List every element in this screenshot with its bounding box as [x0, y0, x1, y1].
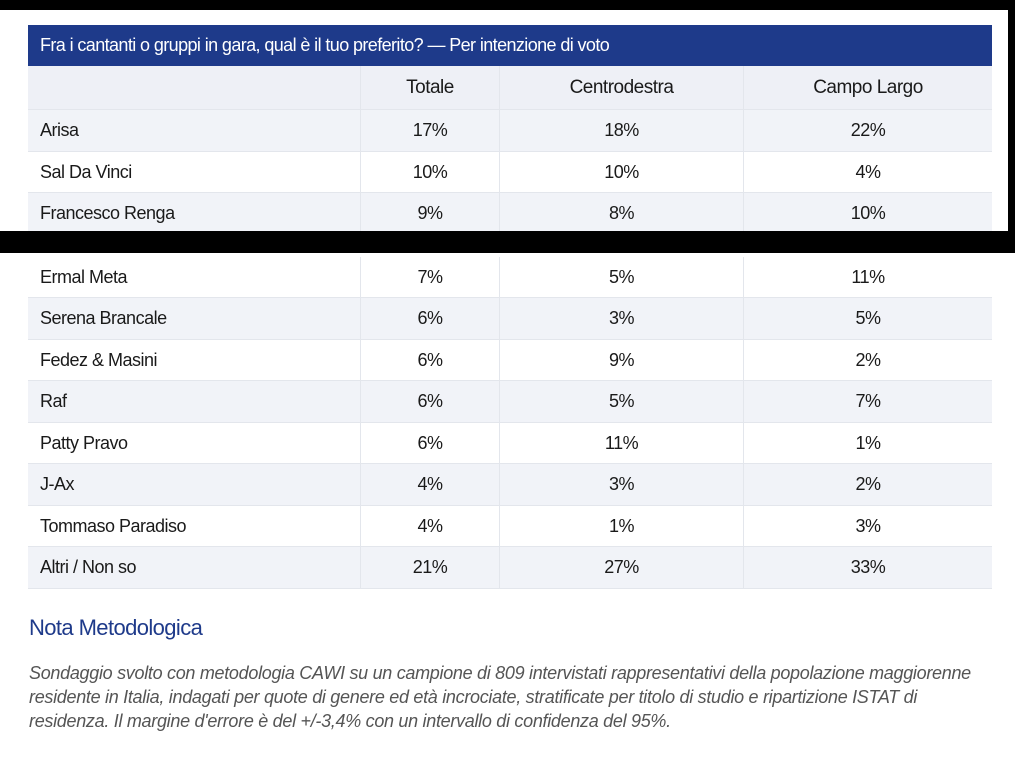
percent-cell: 7%: [361, 256, 500, 297]
header-campo-largo: Campo Largo: [813, 77, 923, 98]
singer-name-cell: Ermal Meta: [28, 256, 361, 297]
nota-heading: Nota Metodologica: [29, 615, 203, 640]
header-cell: [28, 66, 361, 109]
table-header-row: Totale Centrodestra Campo Largo: [28, 66, 992, 110]
singer-name-cell: Fedez & Masini: [28, 339, 361, 380]
singer-name-cell: J-Ax: [28, 464, 361, 505]
table-row: Serena Brancale 6% 3% 5%: [28, 298, 992, 340]
percent-cell: 5%: [855, 308, 881, 328]
percent-cell: 8%: [500, 193, 744, 234]
header-totale: Totale: [361, 66, 500, 109]
percent-cell: 10%: [500, 151, 744, 192]
table-row: Patty Pravo 6% 11% 1%: [28, 422, 992, 464]
percent-cell: 3%: [500, 298, 744, 339]
percent-cell: 1%: [855, 432, 881, 453]
table-row: Francesco Renga 9% 8% 10%: [28, 193, 992, 235]
black-bar-middle: [0, 231, 1015, 253]
percent-cell: 11%: [500, 422, 744, 463]
table-row: Sal Da Vinci 10% 10% 4%: [28, 151, 992, 193]
percent-cell: 10%: [850, 203, 886, 223]
percent-cell: 7%: [855, 391, 881, 411]
singer-name-cell: Raf: [28, 381, 361, 422]
percent-cell: 27%: [500, 547, 744, 588]
singer-name-cell: Patty Pravo: [28, 422, 361, 463]
percent-cell: 2%: [855, 474, 881, 494]
table-row: Ermal Meta 7% 5% 11%: [28, 256, 992, 298]
table-row: Arisa 17% 18% 22%: [28, 110, 992, 152]
table-row: Raf 6% 5% 7%: [28, 381, 992, 423]
percent-cell: 6%: [361, 339, 500, 380]
singer-name-cell: Serena Brancale: [28, 298, 361, 339]
percent-cell: 9%: [500, 339, 744, 380]
table-row: Fedez & Masini 6% 9% 2%: [28, 339, 992, 381]
percent-cell: 18%: [500, 110, 744, 151]
singer-name-cell: Sal Da Vinci: [28, 151, 361, 192]
percent-cell: 4%: [361, 464, 500, 505]
table-row: J-Ax 4% 3% 2%: [28, 464, 992, 506]
percent-cell: 6%: [361, 298, 500, 339]
nota-text: Sondaggio svolto con metodologia CAWI su…: [29, 663, 971, 731]
percent-cell: 6%: [361, 422, 500, 463]
percent-cell: 1%: [500, 505, 744, 546]
singer-name-cell: Francesco Renga: [28, 193, 361, 234]
percent-cell: 2%: [855, 349, 881, 370]
singer-name-cell: Arisa: [28, 110, 361, 151]
singer-name-cell: Tommaso Paradiso: [28, 505, 361, 546]
header-centrodestra: Centrodestra: [500, 66, 744, 109]
table-row: Tommaso Paradiso 4% 1% 3%: [28, 505, 992, 547]
percent-cell: 4%: [855, 161, 881, 182]
percent-cell: 22%: [850, 120, 886, 140]
percent-cell: 6%: [361, 381, 500, 422]
percent-cell: 33%: [850, 557, 886, 577]
percent-cell: 10%: [361, 151, 500, 192]
black-bar-top: [0, 0, 1015, 10]
percent-cell: 9%: [361, 193, 500, 234]
percent-cell: 4%: [361, 505, 500, 546]
percent-cell: 5%: [500, 256, 744, 297]
poll-table: Fra i cantanti o gruppi in gara, qual è …: [28, 25, 992, 589]
percent-cell: 5%: [500, 381, 744, 422]
percent-cell: 11%: [851, 266, 885, 287]
percent-cell: 17%: [361, 110, 500, 151]
singer-name-cell: Altri / Non so: [28, 547, 361, 588]
percent-cell: 21%: [361, 547, 500, 588]
black-bar-right: [1008, 0, 1015, 253]
table-row: Altri / Non so 21% 27% 33%: [28, 547, 992, 589]
percent-cell: 3%: [500, 464, 744, 505]
table-title: Fra i cantanti o gruppi in gara, qual è …: [28, 25, 992, 66]
percent-cell: 3%: [855, 515, 881, 536]
